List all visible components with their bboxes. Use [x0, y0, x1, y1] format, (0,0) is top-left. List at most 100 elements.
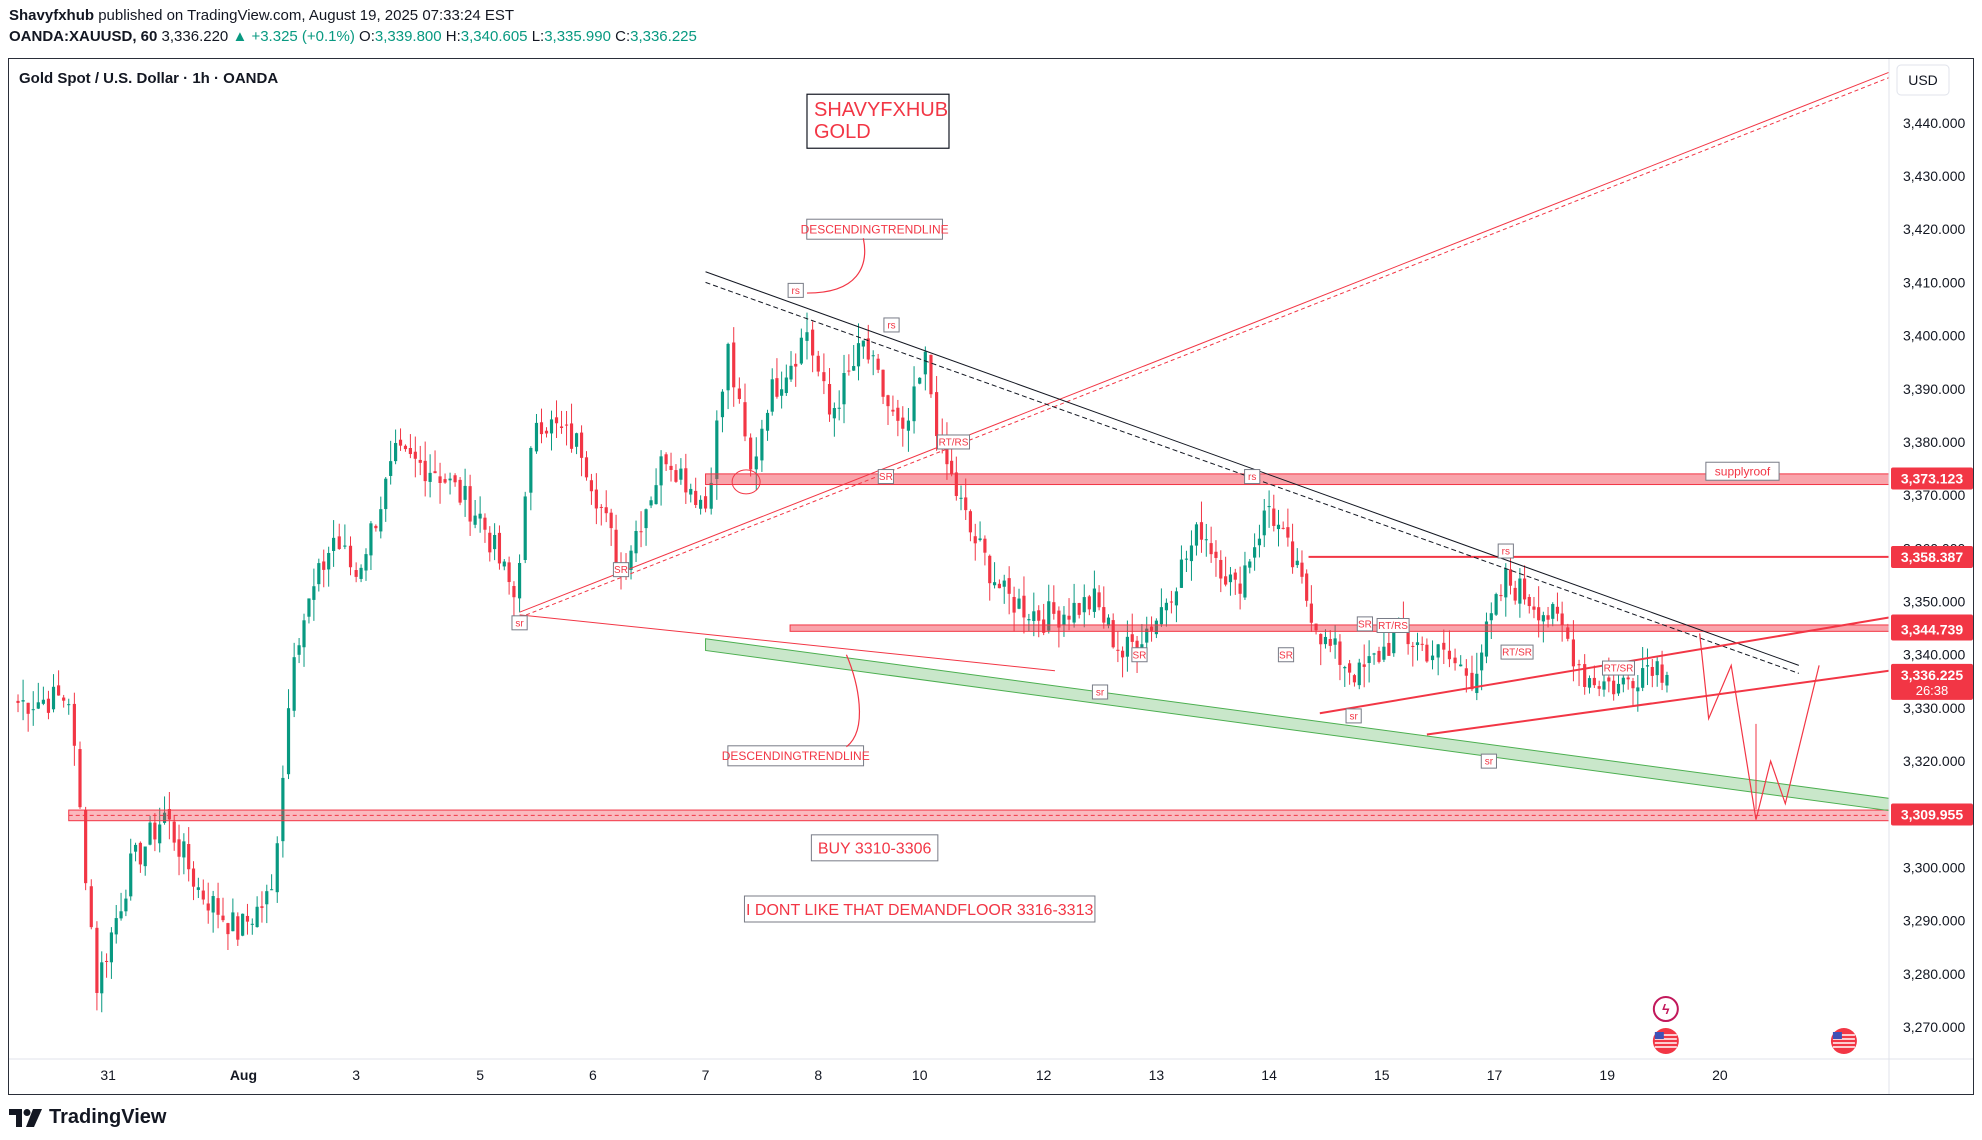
us-flag-event-icon-2-canton	[1832, 1032, 1842, 1039]
candle	[1415, 642, 1420, 646]
candle	[1106, 617, 1111, 626]
candle	[488, 532, 492, 553]
candle	[1243, 565, 1247, 598]
candle	[906, 420, 911, 431]
candle	[1286, 527, 1290, 538]
publisher-line: Shavyfxhub published on TradingView.com,…	[9, 7, 514, 24]
candle	[497, 532, 502, 564]
candle	[473, 515, 477, 525]
demand-note-label-box	[743, 895, 1096, 923]
candle	[162, 812, 167, 823]
candle	[1587, 678, 1592, 688]
x-tick-label: 15	[1374, 1067, 1390, 1083]
candle	[1257, 538, 1262, 546]
price-marker	[1891, 467, 1973, 490]
price-change: ▲ +3.325 (+0.1%)	[232, 28, 355, 45]
candle	[901, 417, 905, 429]
candle	[133, 844, 138, 852]
candle	[1513, 587, 1517, 601]
candle	[1062, 614, 1066, 626]
level-tag-16-box	[1480, 753, 1497, 769]
candle	[1343, 667, 1347, 669]
candle	[245, 915, 250, 922]
us-flag-event-icon-2[interactable]	[1830, 1028, 1857, 1054]
candle	[191, 868, 196, 887]
candle	[1382, 646, 1386, 660]
candle	[1566, 627, 1570, 639]
candle	[1616, 683, 1621, 694]
candle	[1189, 545, 1194, 562]
lightning-event-icon[interactable]	[1652, 996, 1679, 1022]
price-marker	[1891, 545, 1973, 568]
lightning-event-icon-glyph: ϟ	[1662, 1001, 1670, 1017]
y-tick-label: 3,380.000	[1903, 434, 1965, 450]
candle	[109, 932, 113, 963]
level-tag-14: RT/SR	[1502, 648, 1532, 659]
candle	[789, 365, 793, 380]
candle	[569, 423, 574, 449]
candle	[89, 886, 93, 928]
open-label: O:	[359, 28, 375, 45]
x-tick-label: 10	[912, 1067, 928, 1083]
currency-button[interactable]	[1896, 64, 1950, 96]
level-tag-11: SR	[1358, 619, 1372, 630]
price-marker-label: 3,309.955	[1901, 807, 1963, 823]
candle	[1022, 595, 1026, 618]
candle	[654, 485, 658, 505]
candle	[1228, 574, 1233, 583]
candle	[403, 445, 408, 450]
candle	[544, 430, 549, 434]
level-tag-7-box	[1131, 647, 1148, 663]
candle	[1037, 610, 1041, 621]
candle	[715, 420, 719, 480]
candle	[1262, 510, 1266, 536]
candle	[241, 913, 245, 936]
candle	[394, 442, 398, 462]
candle	[1248, 561, 1252, 568]
candle	[760, 428, 764, 461]
us-flag-event-icon[interactable]	[1652, 1028, 1679, 1054]
candle	[1174, 591, 1179, 606]
candle	[517, 562, 522, 599]
symbol-label[interactable]: OANDA:XAUUSD, 60	[9, 28, 158, 45]
y-tick-label: 3,300.000	[1903, 860, 1965, 876]
supply-roof-label-box	[1705, 461, 1780, 481]
level-tag-15: RT/SR	[1604, 664, 1634, 675]
candle	[153, 822, 157, 840]
y-tick-label: 3,320.000	[1903, 753, 1965, 769]
level-tag-10: RT/RS	[1378, 621, 1408, 632]
candle	[463, 485, 467, 500]
author-name[interactable]: Shavyfxhub	[9, 7, 95, 24]
candle	[1555, 606, 1560, 614]
candle	[26, 702, 30, 714]
candle	[1120, 650, 1125, 658]
candle	[343, 545, 347, 547]
footer-brand[interactable]: TradingView	[49, 1106, 167, 1128]
candle	[679, 468, 683, 480]
chart-frame[interactable]: SHAVYFXHUB GOLD DESCENDINGTRENDLINE DESCEND…	[8, 58, 1974, 1095]
candle	[1272, 508, 1276, 526]
level-tag-3: SR	[879, 472, 893, 483]
candle	[1300, 562, 1304, 577]
bottom-label-connector	[845, 654, 860, 748]
candle	[312, 586, 316, 600]
candle	[1092, 588, 1096, 612]
candle	[16, 700, 20, 703]
candle	[1660, 664, 1664, 683]
candle	[1154, 620, 1158, 635]
candle	[1459, 664, 1463, 667]
candle	[699, 499, 703, 509]
lower-trendline	[519, 614, 1055, 672]
level-tag-9-box	[1091, 684, 1109, 700]
candle	[286, 708, 291, 775]
level-tag-5-box	[511, 615, 528, 631]
descending-trendline-bottom-label: DESCENDINGTRENDLINE	[722, 749, 870, 763]
candle	[811, 329, 815, 356]
rising-trendline	[519, 71, 1890, 613]
candle	[780, 389, 784, 396]
candle	[206, 903, 210, 911]
candle	[1199, 522, 1204, 540]
candle	[1612, 680, 1616, 695]
candle	[1032, 611, 1036, 621]
